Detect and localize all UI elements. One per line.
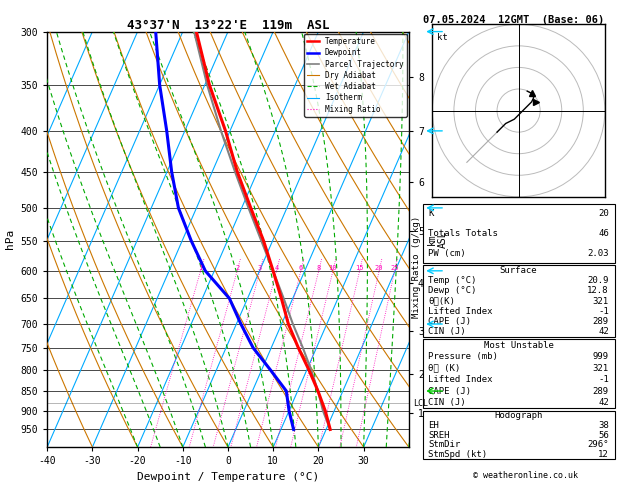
Text: StmSpd (kt): StmSpd (kt) — [428, 450, 487, 459]
Text: Pressure (mb): Pressure (mb) — [428, 352, 498, 361]
Text: 25: 25 — [391, 265, 399, 271]
Text: LCL: LCL — [413, 399, 428, 407]
Text: 289: 289 — [593, 317, 609, 326]
Text: Hodograph: Hodograph — [494, 411, 543, 420]
Text: CIN (J): CIN (J) — [428, 327, 466, 336]
Text: 289: 289 — [593, 386, 609, 396]
Text: 296°: 296° — [587, 440, 609, 449]
Bar — [423, 411, 615, 459]
Text: PW (cm): PW (cm) — [428, 248, 466, 258]
Text: Most Unstable: Most Unstable — [484, 341, 554, 349]
Bar — [423, 204, 615, 263]
Text: CAPE (J): CAPE (J) — [428, 317, 472, 326]
Bar — [423, 339, 615, 408]
Text: Lifted Index: Lifted Index — [428, 307, 493, 316]
Text: EH: EH — [428, 421, 439, 430]
Text: Temp (°C): Temp (°C) — [428, 276, 477, 285]
Text: SREH: SREH — [428, 431, 450, 439]
Text: 321: 321 — [593, 364, 609, 373]
Text: θᴄ(K): θᴄ(K) — [428, 296, 455, 306]
Text: 4: 4 — [274, 265, 279, 271]
Text: Lifted Index: Lifted Index — [428, 375, 493, 384]
Text: 42: 42 — [598, 327, 609, 336]
Title: 43°37'N  13°22'E  119m  ASL: 43°37'N 13°22'E 119m ASL — [127, 18, 329, 32]
Text: Mixing Ratio (g/kg): Mixing Ratio (g/kg) — [412, 216, 421, 318]
Text: 15: 15 — [355, 265, 364, 271]
Text: CIN (J): CIN (J) — [428, 398, 466, 407]
Text: 20: 20 — [375, 265, 383, 271]
Text: 1: 1 — [198, 265, 203, 271]
Text: 42: 42 — [598, 398, 609, 407]
Text: Totals Totals: Totals Totals — [428, 229, 498, 238]
Text: 38: 38 — [598, 421, 609, 430]
Text: 12: 12 — [598, 450, 609, 459]
Bar — [423, 265, 615, 337]
Text: -1: -1 — [598, 375, 609, 384]
Text: 2.03: 2.03 — [587, 248, 609, 258]
Y-axis label: km
ASL: km ASL — [426, 230, 448, 248]
Text: 56: 56 — [598, 431, 609, 439]
Text: 20.9: 20.9 — [587, 276, 609, 285]
Text: 3: 3 — [258, 265, 262, 271]
Text: kt: kt — [437, 33, 447, 42]
Text: 10: 10 — [328, 265, 337, 271]
Text: 999: 999 — [593, 352, 609, 361]
Text: CAPE (J): CAPE (J) — [428, 386, 472, 396]
Text: © weatheronline.co.uk: © weatheronline.co.uk — [473, 471, 577, 480]
Text: 20: 20 — [598, 209, 609, 218]
Text: θᴄ (K): θᴄ (K) — [428, 364, 460, 373]
Text: 321: 321 — [593, 296, 609, 306]
Text: 46: 46 — [598, 229, 609, 238]
Text: 2: 2 — [235, 265, 239, 271]
Text: StmDir: StmDir — [428, 440, 460, 449]
Text: 12.8: 12.8 — [587, 286, 609, 295]
Text: -1: -1 — [598, 307, 609, 316]
Text: 8: 8 — [316, 265, 321, 271]
Text: Dewp (°C): Dewp (°C) — [428, 286, 477, 295]
Text: K: K — [428, 209, 434, 218]
Legend: Temperature, Dewpoint, Parcel Trajectory, Dry Adiabat, Wet Adiabat, Isotherm, Mi: Temperature, Dewpoint, Parcel Trajectory… — [304, 34, 406, 117]
Text: 6: 6 — [299, 265, 303, 271]
Text: Surface: Surface — [500, 266, 537, 275]
Y-axis label: hPa: hPa — [5, 229, 15, 249]
Text: 07.05.2024  12GMT  (Base: 06): 07.05.2024 12GMT (Base: 06) — [423, 15, 604, 25]
X-axis label: Dewpoint / Temperature (°C): Dewpoint / Temperature (°C) — [137, 472, 319, 482]
